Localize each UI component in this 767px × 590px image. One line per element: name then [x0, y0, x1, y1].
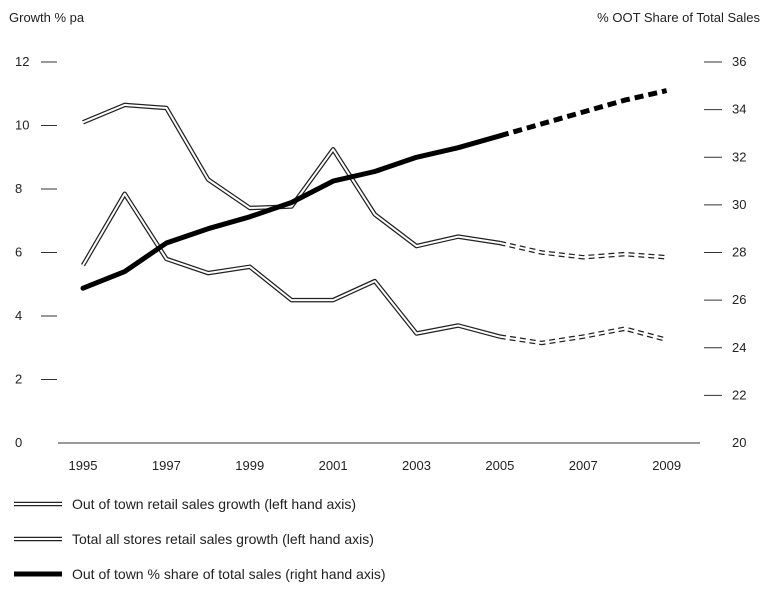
data-point	[81, 286, 85, 290]
data-point	[206, 226, 210, 230]
data-point	[664, 338, 668, 342]
left-tick-label: 8	[15, 181, 22, 196]
data-point	[164, 106, 168, 110]
x-tick-label: 2007	[569, 458, 598, 473]
x-tick-label: 1995	[69, 458, 98, 473]
data-point	[373, 212, 377, 216]
left-tick-label: 4	[15, 308, 22, 323]
data-point	[206, 177, 210, 181]
legend-label: Out of town % share of total sales (righ…	[72, 566, 386, 582]
x-tick-label: 2009	[652, 458, 681, 473]
data-point	[123, 103, 127, 107]
right-tick-label: 28	[732, 245, 746, 260]
data-point	[206, 271, 210, 275]
x-tick-label: 2001	[319, 458, 348, 473]
legend-item-2: Total all stores retail sales growth (le…	[14, 531, 374, 547]
right-tick-label: 24	[732, 340, 746, 355]
data-point	[248, 215, 252, 219]
data-point	[331, 298, 335, 302]
data-point	[331, 147, 335, 151]
x-tick-label: 1997	[152, 458, 181, 473]
data-point	[81, 263, 85, 267]
series-forecast-inner	[499, 327, 667, 345]
legend-item-3: Out of town % share of total sales (righ…	[14, 566, 386, 582]
right-tick-label: 32	[732, 149, 746, 164]
legend-item-1: Out of town retail sales growth (left ha…	[14, 496, 356, 512]
left-tick-label: 0	[15, 435, 22, 450]
data-point	[539, 122, 543, 126]
data-point	[498, 134, 502, 138]
data-point	[164, 241, 168, 245]
data-point	[289, 298, 293, 302]
data-point	[539, 250, 543, 254]
x-tick-label: 2005	[485, 458, 514, 473]
data-point	[373, 279, 377, 283]
data-point	[123, 269, 127, 273]
series-3	[80, 88, 668, 291]
data-point	[623, 252, 627, 256]
data-point	[539, 341, 543, 345]
data-point	[456, 146, 460, 150]
data-point	[164, 257, 168, 261]
data-point	[456, 323, 460, 327]
legend-label: Total all stores retail sales growth (le…	[72, 531, 374, 547]
x-tick-label: 2003	[402, 458, 431, 473]
data-point	[373, 169, 377, 173]
right-tick-label: 36	[732, 54, 746, 69]
data-point	[581, 110, 585, 114]
series-2	[81, 191, 668, 346]
left-axis-label: Growth % pa	[9, 10, 85, 25]
data-point	[623, 327, 627, 331]
data-point	[664, 88, 668, 92]
data-point	[123, 192, 127, 196]
right-tick-label: 34	[732, 102, 746, 117]
right-axis-label: % OOT Share of Total Sales	[597, 10, 760, 25]
data-point	[81, 120, 85, 124]
right-tick-label: 26	[732, 292, 746, 307]
series-line-thick	[80, 133, 503, 291]
legend: Out of town retail sales growth (left ha…	[14, 496, 386, 582]
data-point	[623, 98, 627, 102]
axes: Growth % pa% OOT Share of Total Sales024…	[9, 10, 760, 473]
left-tick-label: 2	[15, 372, 22, 387]
legend-label: Out of town retail sales growth (left ha…	[72, 496, 356, 512]
data-point	[248, 265, 252, 269]
data-point	[248, 206, 252, 210]
x-tick-label: 1999	[235, 458, 264, 473]
data-point	[581, 255, 585, 259]
left-tick-label: 10	[15, 118, 29, 133]
data-point	[498, 241, 502, 245]
data-point	[456, 234, 460, 238]
series-lines	[80, 88, 668, 346]
data-point	[581, 334, 585, 338]
left-tick-label: 6	[15, 245, 22, 260]
series-1	[81, 102, 668, 260]
data-point	[498, 334, 502, 338]
data-point	[331, 179, 335, 183]
data-point	[414, 155, 418, 159]
right-tick-label: 22	[732, 387, 746, 402]
right-tick-label: 30	[732, 197, 746, 212]
series-forecast-thick	[499, 88, 668, 139]
data-point	[414, 244, 418, 248]
data-point	[414, 331, 418, 335]
series-forecast-inner	[499, 242, 667, 259]
series-line-inner	[82, 192, 501, 338]
series-line-outer	[81, 191, 501, 339]
right-tick-label: 20	[732, 435, 746, 450]
data-point	[664, 255, 668, 259]
left-tick-label: 12	[15, 54, 29, 69]
data-point	[289, 200, 293, 204]
series-line-inner	[82, 103, 501, 248]
